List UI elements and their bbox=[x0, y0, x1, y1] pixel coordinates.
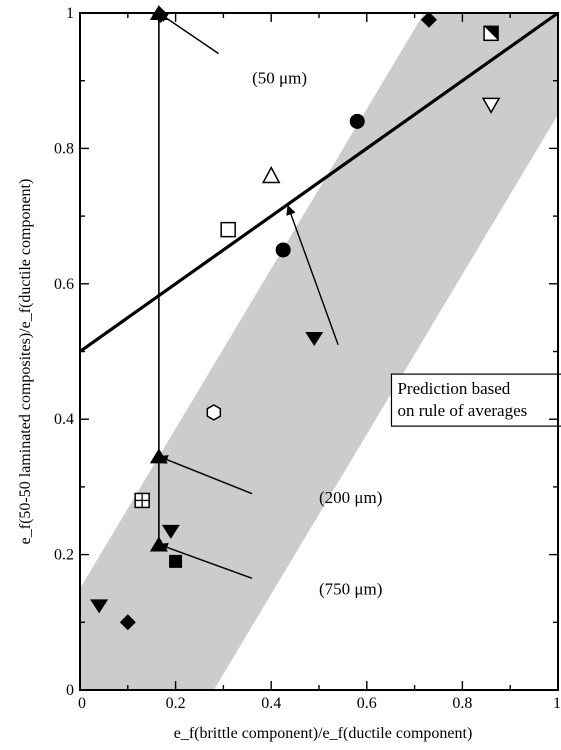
circle-filled-point bbox=[275, 242, 291, 258]
hexagon-open-point bbox=[206, 404, 222, 421]
diamond-filled-point bbox=[119, 614, 136, 631]
x-tick-label: 0 bbox=[78, 695, 86, 712]
triangle-down-filled-point bbox=[161, 524, 180, 539]
y-tick-label: 1 bbox=[66, 5, 74, 22]
y-tick-label: 0.6 bbox=[54, 276, 74, 293]
x-axis-label: e_f(brittle component)/e_f(ductile compo… bbox=[174, 725, 473, 742]
annotation-arrow bbox=[157, 542, 253, 579]
circle-filled-point bbox=[349, 113, 365, 129]
annotation-label: (50 μm) bbox=[252, 68, 307, 87]
annotation-box bbox=[390, 373, 561, 427]
shaded-band bbox=[80, 13, 558, 690]
x-tick-label: 0.6 bbox=[357, 695, 377, 712]
x-tick-label: 0.8 bbox=[452, 695, 472, 712]
annotation-arrow bbox=[157, 455, 253, 495]
y-tick-label: 0.8 bbox=[54, 140, 74, 157]
triangle-down-filled-point bbox=[305, 331, 324, 346]
y-tick-label: 0.2 bbox=[54, 547, 74, 564]
annotation-arrow bbox=[286, 205, 339, 345]
triangle-down-filled-point bbox=[90, 599, 109, 614]
x-tick-label: 0.4 bbox=[261, 695, 281, 712]
scatter-band bbox=[80, 13, 558, 690]
annotation-label: Prediction based bbox=[397, 379, 510, 398]
y-tick-label: 0.4 bbox=[54, 411, 74, 428]
annotation-arrow bbox=[158, 12, 220, 55]
axis-ticks: 0 0.2 0.4 0.6 0.8 1 0 0.2 0.4 0.6 0.8 1 bbox=[54, 5, 561, 712]
triangle-up-open-point bbox=[261, 165, 281, 184]
annotation-label: (200 μm) bbox=[319, 488, 382, 507]
y-axis-label: e_f(50-50 laminated composites)/e_f(duct… bbox=[17, 179, 34, 545]
square-diagonal-point bbox=[483, 25, 499, 42]
y-tick-label: 0 bbox=[66, 682, 74, 699]
annotation-label: on rule of averages bbox=[397, 401, 527, 420]
annotation-label: (750 μm) bbox=[319, 579, 382, 598]
x-tick-label: 0.2 bbox=[166, 695, 186, 712]
square-filled-point bbox=[169, 554, 183, 568]
x-tick-label: 1 bbox=[553, 695, 561, 712]
square-plus-point bbox=[134, 492, 150, 509]
triangle-down-open-point bbox=[481, 97, 501, 114]
square-open-point bbox=[220, 221, 236, 238]
diamond-filled-point bbox=[420, 11, 437, 28]
annotations: (50 μm) (200 μm) (750 μm) Prediction based o… bbox=[157, 12, 561, 598]
